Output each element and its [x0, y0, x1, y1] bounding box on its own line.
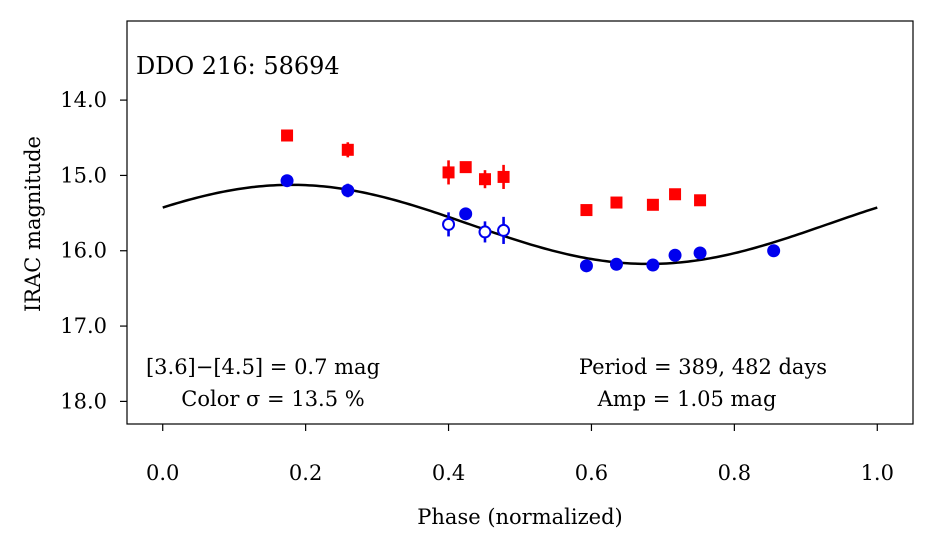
chart-title: DDO 216: 58694: [136, 52, 340, 80]
x-tick-label: 0.2: [289, 461, 322, 485]
data-point-circle: [280, 174, 294, 188]
color-annotation: [3.6]−[4.5] = 0.7 mag: [146, 355, 380, 379]
y-tick-label: 17.0: [60, 314, 107, 338]
data-point-square: [497, 170, 510, 183]
x-tick-label: 1.0: [861, 461, 894, 485]
data-point-circle: [609, 257, 623, 271]
y-tick-label: 15.0: [60, 163, 107, 187]
data-point-circle: [767, 244, 781, 258]
x-tick-label: 0.0: [146, 461, 179, 485]
y-tick-label: 14.0: [60, 88, 107, 112]
x-tick-label: 0.6: [575, 461, 608, 485]
data-point-square: [610, 196, 623, 209]
plot-background: [127, 21, 913, 424]
data-point-circle: [668, 248, 682, 262]
data-point-circle: [693, 246, 707, 260]
data-point-square: [442, 166, 455, 179]
data-point-circle: [459, 207, 473, 221]
fit-curve: [162, 183, 878, 266]
data-point-open-circle: [478, 225, 492, 239]
data-point-square: [580, 204, 593, 217]
amplitude-annotation: Amp = 1.05 mag: [597, 387, 777, 411]
data-point-open-circle: [497, 223, 511, 237]
y-axis-label: IRAC magnitude: [21, 136, 45, 312]
data-point-square: [646, 198, 659, 211]
data-point-circle: [646, 258, 660, 272]
x-tick-label: 0.8: [718, 461, 751, 485]
data-point-circle: [341, 183, 355, 197]
y-tick-label: 18.0: [60, 389, 107, 413]
data-points-layer: [280, 129, 781, 273]
period-annotation: Period = 389, 482 days: [579, 355, 827, 379]
y-tick-label: 16.0: [60, 239, 107, 263]
color-sigma-annotation: Color σ = 13.5 %: [181, 387, 364, 411]
data-point-square: [281, 129, 294, 142]
y-axis-ticks: 14.0 15.0 16.0 17.0 18.0: [60, 88, 127, 413]
x-tick-label: 0.4: [432, 461, 465, 485]
data-point-square: [459, 161, 472, 174]
x-axis-ticks: 0.0 0.2 0.4 0.6 0.8 1.0: [146, 424, 894, 485]
data-point-circle: [579, 259, 593, 273]
data-point-square: [694, 194, 707, 207]
plot-frame: [126, 20, 914, 425]
fit-curve-layer: [162, 183, 878, 266]
x-axis-label: Phase (normalized): [417, 505, 622, 529]
data-point-square: [341, 143, 354, 156]
data-point-open-circle: [442, 217, 456, 231]
data-point-square: [669, 188, 682, 201]
data-point-square: [478, 173, 491, 186]
